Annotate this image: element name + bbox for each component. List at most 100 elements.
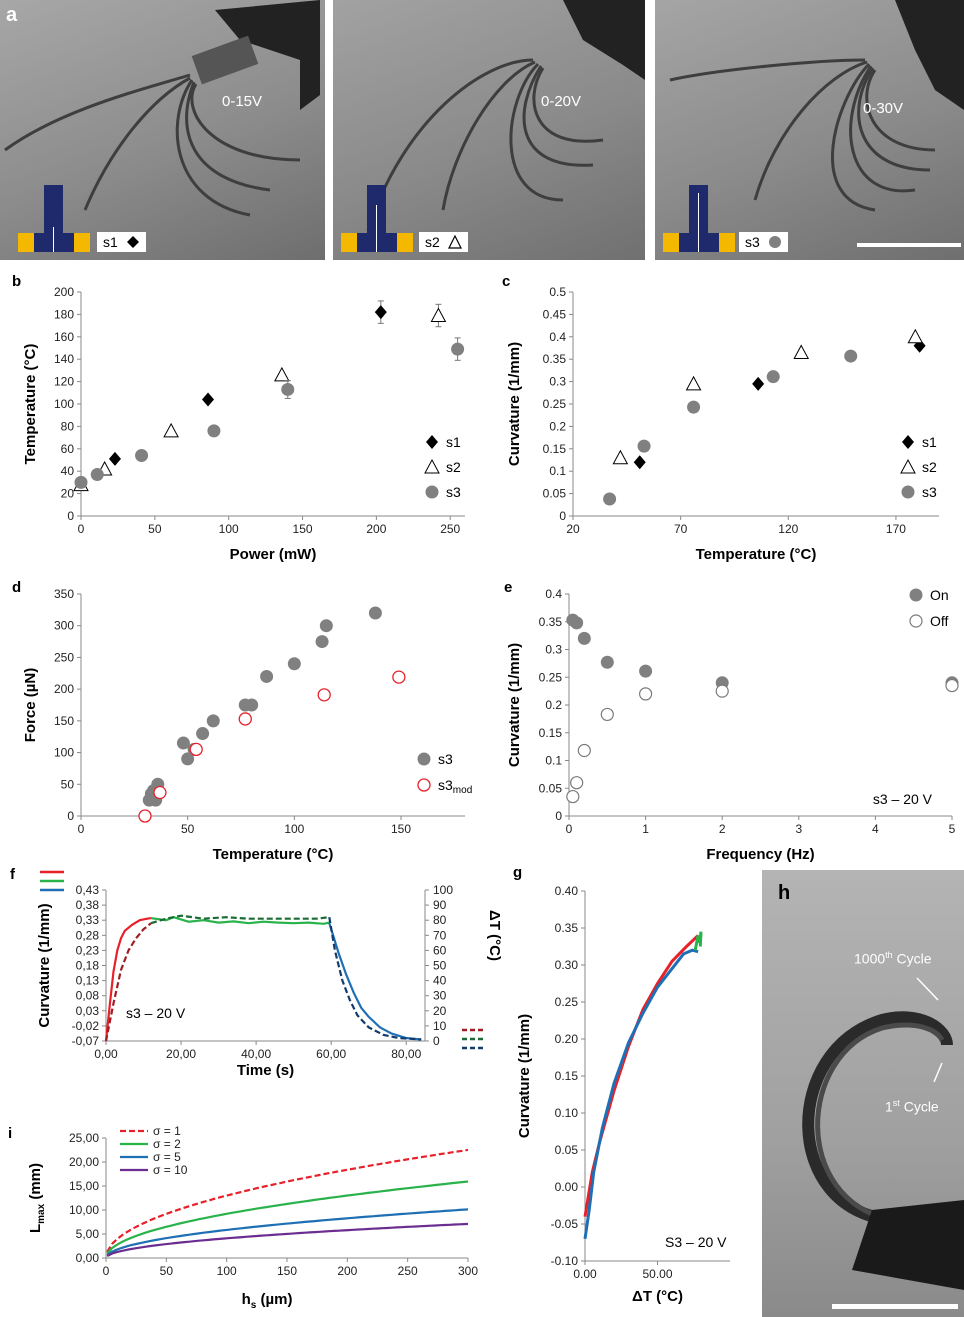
x-axis-label: Temperature (°C) xyxy=(696,546,817,563)
legend-label: s3 xyxy=(446,484,461,500)
series-line xyxy=(693,931,703,951)
legend-label: s2 xyxy=(922,459,937,475)
series-line xyxy=(106,1148,469,1253)
legend-subscript: mod xyxy=(453,785,472,796)
data-point-on xyxy=(577,631,591,645)
y-tick-label: 0.10 xyxy=(555,1106,579,1120)
y-tick-label: 60 xyxy=(61,442,75,456)
y2-tick-label: 50 xyxy=(433,959,447,973)
data-point-s3 xyxy=(245,698,259,712)
x-tick-label: 20,00 xyxy=(166,1047,196,1061)
data-point-s2 xyxy=(274,366,290,382)
x-tick-label: 0 xyxy=(566,822,573,836)
series-line xyxy=(106,1208,469,1257)
panel-letter-e: e xyxy=(504,579,512,596)
y-tick-label: 0.30 xyxy=(555,958,579,972)
series-line xyxy=(106,1180,469,1255)
chart-e: e 0 1 2 3 4 5 0 0.05 0.1 0.15 0.2 0.25 0.3 0.35 0.4 Freq… xyxy=(504,579,959,863)
y-tick-label: 0,38 xyxy=(76,898,100,912)
y-axis-label: Curvature (1/mm) xyxy=(506,342,523,466)
y-axis-label: Curvature (1/mm) xyxy=(516,1014,533,1138)
chart-c: c 20 70 120 170 0 0.05 0.1 0.15 0.2 0.25 0.3 0.35 0.4… xyxy=(502,273,939,563)
data-point-off xyxy=(600,707,614,722)
legend-marker-s1 xyxy=(426,435,438,449)
device-schematic xyxy=(341,185,413,252)
y2-tick-label: 90 xyxy=(433,898,447,912)
chart-f: f0,00 20,00 40,00 60,00 80,00-0,07-0,020,030… xyxy=(10,866,503,1079)
data-point-s3 xyxy=(260,669,274,683)
y-tick-label: 180 xyxy=(54,307,74,321)
panel-letter-i: i xyxy=(8,1125,12,1142)
x-tick-label: 50 xyxy=(148,522,162,536)
data-point-s1 xyxy=(374,305,387,320)
legend-label: s3 xyxy=(922,484,937,500)
y-tick-label: 0.05 xyxy=(555,1143,579,1157)
data-point-s3 xyxy=(281,382,295,396)
x-tick-label: 300 xyxy=(458,1264,478,1278)
data-point-s3 xyxy=(90,468,104,482)
cycle-label-1000: 1000th Cycle xyxy=(854,950,932,967)
y-tick-label: 25,00 xyxy=(69,1131,99,1145)
y-tick-label: 0,13 xyxy=(76,974,100,988)
panel-letter-a: a xyxy=(6,4,18,26)
y-tick-label: 0.05 xyxy=(539,781,563,795)
series-line xyxy=(583,948,699,1240)
x-tick-label: 0 xyxy=(103,1264,110,1278)
x-tick-label: 60,00 xyxy=(316,1047,346,1061)
legend-marker-s3 xyxy=(901,485,915,499)
data-point-s3 xyxy=(207,424,221,438)
y-tick-label: 50 xyxy=(61,777,75,791)
x-tick-label: 70 xyxy=(674,522,688,536)
chart-i: i 0 50 100 150 200 250 300 0,00 5,00 10,00 15,00 20,… xyxy=(8,1124,478,1311)
y-tick-label: 150 xyxy=(54,714,74,728)
sample-label: s2 xyxy=(425,234,440,250)
cycle-label-1: 1st Cycle xyxy=(885,1098,939,1115)
legend-label: s1 xyxy=(446,434,461,450)
data-point-s3 xyxy=(603,492,617,506)
x-tick-label: 170 xyxy=(886,522,906,536)
y-tick-label: 0.40 xyxy=(555,884,579,898)
legend-marker-s3 xyxy=(417,778,431,792)
data-point-off xyxy=(577,743,591,758)
series-line xyxy=(150,914,330,925)
data-point-on xyxy=(600,655,614,669)
y-tick-label: 10,00 xyxy=(69,1203,99,1217)
scale-bar xyxy=(857,243,961,247)
y-tick-label: 0.1 xyxy=(549,464,566,478)
y-tick-label: 160 xyxy=(54,330,74,344)
y-tick-label: 0,28 xyxy=(76,928,100,942)
y2-tick-label: 10 xyxy=(433,1019,447,1033)
y-tick-label: 0,23 xyxy=(76,943,100,957)
panel-letter-b: b xyxy=(12,273,21,290)
x-tick-label: 150 xyxy=(293,522,313,536)
y-tick-label: 0 xyxy=(67,509,74,523)
y-tick-label: 0,33 xyxy=(76,913,100,927)
y-tick-label: 100 xyxy=(54,397,74,411)
data-point-s3 xyxy=(153,785,167,800)
data-point-s3 xyxy=(317,688,331,702)
x-axis-label: Frequency (Hz) xyxy=(706,846,814,863)
data-point-s2 xyxy=(163,422,179,438)
y-tick-label: 0.15 xyxy=(539,726,563,740)
y-axis-label: Force (µN) xyxy=(22,668,39,742)
circle-icon xyxy=(768,236,781,248)
data-point-on xyxy=(570,616,584,630)
data-point-s1 xyxy=(108,451,121,466)
y-tick-label: 80 xyxy=(61,419,75,433)
legend-marker-s2 xyxy=(900,458,916,474)
y2-tick-label: 0 xyxy=(433,1034,440,1048)
diamond-icon xyxy=(126,236,139,248)
chart-annotation: S3 – 20 V xyxy=(665,1234,727,1250)
series-line xyxy=(328,917,422,1041)
data-point-s3 xyxy=(238,712,252,726)
series-line xyxy=(583,934,700,1217)
panel-letter-g: g xyxy=(513,864,522,881)
x-tick-label: 2 xyxy=(719,822,726,836)
y-tick-label: 0,03 xyxy=(76,1004,100,1018)
series-line xyxy=(104,922,152,1042)
photo-s1: 0-15V s1 xyxy=(0,0,325,260)
data-point-s3 xyxy=(196,727,210,741)
legend-marker-s1 xyxy=(902,435,914,449)
sample-label: s1 xyxy=(103,234,118,250)
series-line xyxy=(328,922,422,1041)
